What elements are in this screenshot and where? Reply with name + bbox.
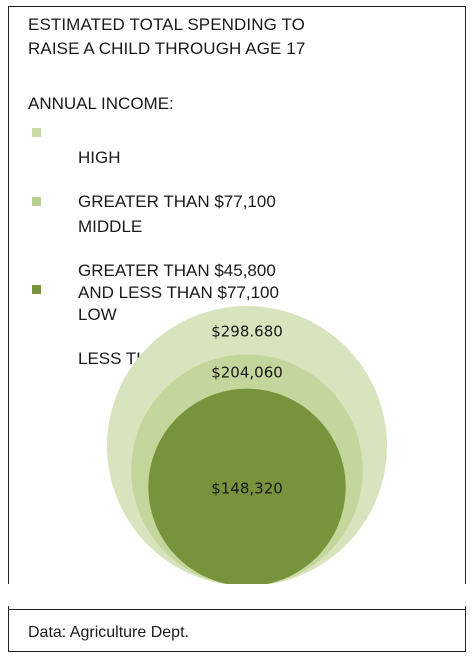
- legend-name-low: LOW: [78, 305, 117, 324]
- legend-swatch-high: [32, 128, 41, 137]
- legend-name-high: HIGH: [78, 148, 121, 167]
- figure-frame: [8, 6, 466, 652]
- legend-swatch-middle: [32, 197, 41, 206]
- chart-title: ESTIMATED TOTAL SPENDING TO RAISE A CHIL…: [28, 15, 306, 58]
- annual-income-label: ANNUAL INCOME:: [28, 94, 174, 113]
- legend-range-middle: GREATER THAN $45,800 AND LESS THAN $77,1…: [78, 261, 279, 302]
- data-source: Data: Agriculture Dept.: [28, 624, 189, 641]
- legend-range-low: LESS THAN $45,800: [78, 349, 239, 368]
- legend-range-high: GREATER THAN $77,100: [78, 192, 276, 211]
- footer-divider: [8, 609, 466, 610]
- legend-name-middle: MIDDLE: [78, 217, 143, 236]
- legend-swatch-low: [32, 285, 41, 294]
